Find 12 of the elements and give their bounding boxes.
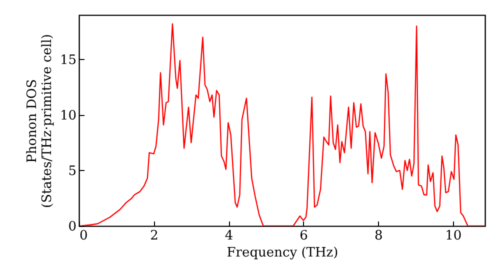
x-axis-title: Frequency (THz) (226, 246, 338, 260)
x-tick-label: 8 (374, 228, 383, 244)
line-series (80, 23, 485, 226)
x-tick-label: 0 (80, 228, 88, 244)
x-tick-label: 6 (300, 228, 308, 244)
y-tick-label: 5 (68, 164, 76, 179)
x-tick-label: 4 (224, 228, 234, 244)
x-tick-label: 10 (445, 228, 462, 244)
y-tick-label: 10 (60, 108, 76, 124)
x-tick-label: 2 (150, 228, 158, 244)
y-tick-label: 15 (60, 52, 76, 68)
y-axis-title: Phonon DOS (States/THz·primitive cell) (24, 34, 55, 208)
